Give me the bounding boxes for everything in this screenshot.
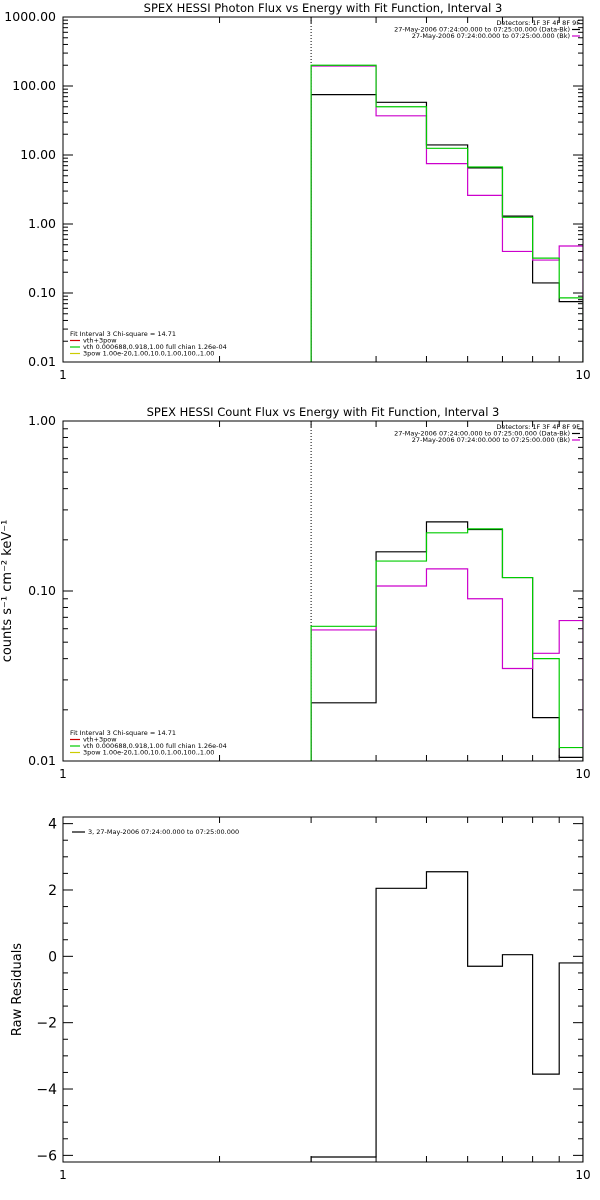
y-tick-label: 100.00 xyxy=(12,78,56,93)
series-2-histogram xyxy=(310,65,583,362)
legend-header: Fit Interval 3 Chi-square = 14.71 xyxy=(70,729,176,737)
y-tick-label: 0 xyxy=(48,949,57,965)
y-tick-label: 10.00 xyxy=(20,147,56,162)
legend-entry: 3pow 1.00e-20,1.00,10.0,1.00,100.,1.00 xyxy=(83,749,214,757)
y-axis-label: Raw Residuals xyxy=(10,943,25,1036)
legend-bottom: Fit Interval 3 Chi-square = 14.71vth+3po… xyxy=(70,330,227,358)
legend-entry: vth+3pow xyxy=(83,337,117,345)
plot-frame xyxy=(62,816,584,1163)
y-tick-label: 1.00 xyxy=(28,216,56,231)
panel-1: SPEX HESSI Photon Flux vs Energy with Fi… xyxy=(4,1,590,382)
y-tick-label: −2 xyxy=(36,1016,57,1032)
legend-entry: vth 0.000688,0.918,1.00 full chian 1.26e… xyxy=(83,742,227,750)
series-group xyxy=(310,64,583,362)
legend-entry: 27-May-2006 07:24:00.000 to 07:25:00.000… xyxy=(394,26,570,34)
series-3-histogram xyxy=(310,528,583,761)
y-tick-label: −6 xyxy=(36,1148,57,1164)
y-tick-label: 1.00 xyxy=(28,413,56,428)
chart-title: SPEX HESSI Photon Flux vs Energy with Fi… xyxy=(144,1,503,15)
panel-2: SPEX HESSI Count Flux vs Energy with Fit… xyxy=(0,405,591,781)
panel-3: 1 10 −6 −4 −2 0 2 4 Raw Residuals 3, 27-May-2006 … xyxy=(10,816,591,1182)
y-tick-label: 2 xyxy=(48,883,57,899)
y-tick-label: 0.10 xyxy=(28,285,56,300)
chart-title: SPEX HESSI Count Flux vs Energy with Fit… xyxy=(147,405,500,419)
y-axis-label: counts s⁻¹ cm⁻² keV⁻¹ xyxy=(0,520,15,663)
legend-bottom: Fit Interval 3 Chi-square = 14.71vth+3po… xyxy=(70,729,227,757)
x-tick-label: 1 xyxy=(59,368,67,382)
legend-entry: 3, 27-May-2006 07:24:00.000 to 07:25:00.… xyxy=(88,828,239,836)
series-2-histogram xyxy=(310,568,583,761)
legend-entry: vth 0.000688,0.918,1.00 full chian 1.26e… xyxy=(83,343,227,351)
legend-entry: 27-May-2006 07:24:00.000 to 07:25:00.000… xyxy=(412,436,570,444)
y-tick-label: −4 xyxy=(36,1082,57,1098)
legend-header: Fit Interval 3 Chi-square = 14.71 xyxy=(70,330,176,338)
y-tick-label: 0.10 xyxy=(28,583,56,598)
plot-frame xyxy=(62,16,584,363)
x-tick-label: 10 xyxy=(575,767,590,781)
series-1-histogram xyxy=(310,521,583,761)
y-tick-label: 4 xyxy=(48,817,57,833)
legend-top: 3, 27-May-2006 07:24:00.000 to 07:25:00.… xyxy=(72,828,239,836)
y-tick-label: 0.01 xyxy=(28,354,56,369)
legend-entry: vth+3pow xyxy=(83,736,117,744)
series-3-histogram xyxy=(310,64,583,362)
x-tick-label: 1 xyxy=(59,767,67,781)
legend-entry: 3pow 1.00e-20,1.00,10.0,1.00,100.,1.00 xyxy=(83,350,214,358)
series-1-histogram xyxy=(310,871,583,1162)
legend-header: Detectors: 1F 3F 4F 8F 9F xyxy=(496,423,580,431)
series-1-histogram xyxy=(310,94,583,362)
legend-entry: 27-May-2006 07:24:00.000 to 07:25:00.000… xyxy=(394,430,570,438)
y-tick-label: 0.01 xyxy=(28,753,56,768)
x-tick-label: 1 xyxy=(59,1168,67,1182)
series-group xyxy=(310,871,583,1162)
plot-frame xyxy=(62,420,584,762)
y-tick-label: 1000.00 xyxy=(4,9,56,24)
legend-entry: 27-May-2006 07:24:00.000 to 07:25:00.000… xyxy=(412,32,570,40)
series-group xyxy=(310,521,583,761)
x-tick-label: 10 xyxy=(575,1168,590,1182)
x-tick-label: 10 xyxy=(575,368,590,382)
legend-header: Detectors: 1F 3F 4F 8F 9F xyxy=(496,19,580,27)
